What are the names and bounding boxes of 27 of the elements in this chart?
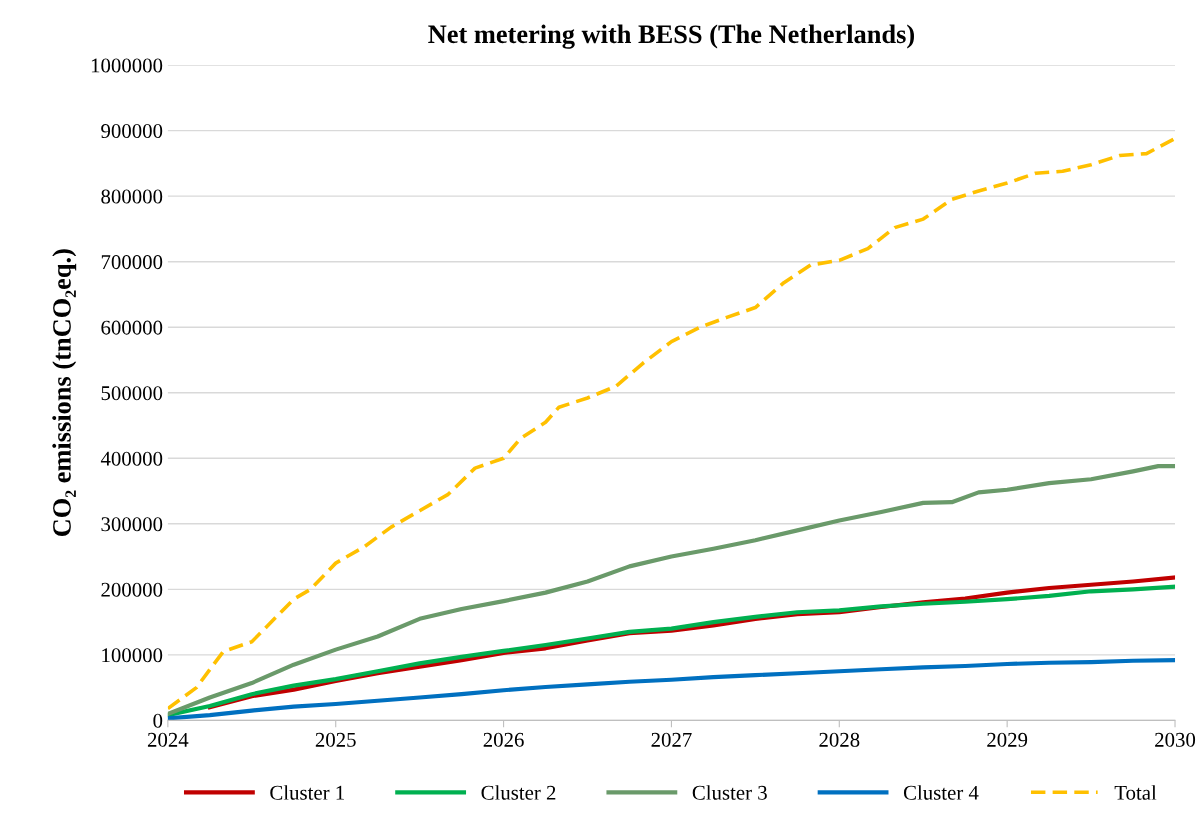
y-tick-label: 1000000 bbox=[91, 58, 163, 73]
y-tick-label: 300000 bbox=[101, 517, 163, 532]
line-series bbox=[167, 136, 1176, 711]
x-tick-label: 2026 bbox=[483, 732, 524, 747]
x-tick-label: 2029 bbox=[987, 732, 1028, 747]
y-tick-label: 100000 bbox=[102, 648, 163, 663]
line-series bbox=[167, 464, 1176, 716]
y-tick-label: 200000 bbox=[101, 582, 163, 597]
legend-label: Cluster 2 bbox=[481, 785, 556, 800]
legend-label: Cluster 4 bbox=[903, 785, 979, 800]
chart-title: Net metering with BESS (The Netherlands) bbox=[428, 24, 914, 49]
x-tick-label: 2028 bbox=[819, 732, 860, 747]
y-tick-label: 0 bbox=[153, 713, 163, 728]
y-tick-label: 800000 bbox=[101, 189, 163, 204]
y-tick-label: 400000 bbox=[100, 451, 163, 466]
y-axis-title: CO₂ emissions (tnCO₂eq.) bbox=[52, 249, 77, 537]
x-tick-label: 2027 bbox=[651, 732, 692, 747]
y-tick-label: 500000 bbox=[101, 386, 163, 401]
y-tick-label: 600000 bbox=[101, 320, 163, 335]
legend-label: Total bbox=[1114, 785, 1157, 800]
x-tick-label: 2024 bbox=[147, 732, 189, 747]
y-tick-label: 700000 bbox=[101, 255, 163, 270]
y-tick-label: 900000 bbox=[101, 124, 163, 139]
x-tick-label: 2025 bbox=[315, 732, 356, 747]
legend-label: Cluster 1 bbox=[270, 785, 344, 800]
legend-label: Cluster 3 bbox=[692, 785, 767, 800]
x-tick-label: 2030 bbox=[1155, 732, 1196, 747]
